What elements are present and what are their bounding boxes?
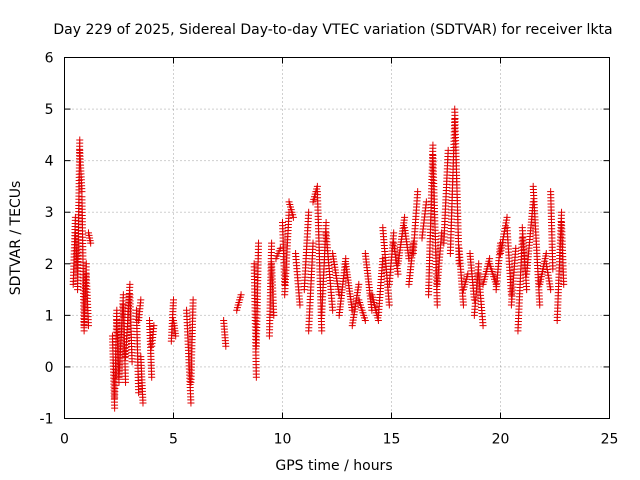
- data-point: [459, 301, 467, 309]
- data-point: [549, 265, 557, 273]
- data-point: [401, 213, 409, 221]
- data-point: [329, 306, 337, 314]
- data-point: [76, 136, 84, 144]
- data-point: [111, 404, 119, 412]
- data-point: [268, 239, 276, 247]
- data-point: [309, 239, 317, 247]
- data-point: [318, 327, 326, 335]
- data-point: [503, 213, 511, 221]
- data-point: [296, 301, 304, 309]
- data-point: [475, 260, 483, 268]
- grid-lines: [64, 57, 610, 419]
- x-tick-labels: 0 5 10 15 20 25: [60, 432, 618, 448]
- data-point: [429, 141, 437, 149]
- plot-frame: [64, 57, 610, 419]
- data-point: [289, 213, 297, 221]
- data-point: [148, 373, 156, 381]
- data-point: [172, 332, 180, 340]
- data-points: [69, 105, 568, 412]
- data-point: [560, 280, 568, 288]
- data-point: [414, 188, 422, 196]
- y-axis-label: SDTVAR / TECUs: [8, 181, 24, 296]
- data-point: [433, 301, 441, 309]
- data-point: [512, 244, 520, 252]
- data-point: [84, 322, 92, 330]
- x-tick-label: 15: [383, 432, 401, 448]
- x-tick-label: 10: [274, 432, 292, 448]
- x-tick-label: 5: [169, 432, 178, 448]
- y-tick-label: 0: [45, 360, 54, 376]
- x-axis-label: GPS time / hours: [275, 458, 392, 474]
- data-point: [82, 260, 90, 268]
- x-tick-label: 20: [492, 432, 510, 448]
- y-tick-label: 4: [45, 154, 54, 170]
- data-point: [355, 280, 363, 288]
- data-point: [126, 280, 134, 288]
- y-tick-label: 6: [45, 51, 54, 67]
- data-point: [189, 296, 197, 304]
- y-tick-label: -1: [40, 412, 54, 428]
- y-tick-labels: -1 0 1 2 3 4 5 6: [40, 51, 54, 428]
- data-point: [361, 317, 369, 325]
- data-point: [237, 291, 245, 299]
- data-point: [137, 296, 145, 304]
- y-tick-label: 1: [45, 308, 54, 324]
- data-point: [122, 378, 130, 386]
- x-tick-label: 0: [60, 432, 69, 448]
- data-point: [394, 270, 402, 278]
- data-point: [385, 301, 393, 309]
- y-tick-label: 3: [45, 205, 54, 221]
- data-point: [479, 322, 487, 330]
- data-point: [252, 373, 260, 381]
- data-point: [523, 286, 531, 294]
- data-point: [542, 249, 550, 257]
- chart-title: Day 229 of 2025, Sidereal Day-to-day VTE…: [53, 22, 612, 38]
- data-point: [255, 239, 263, 247]
- y-tick-label: 5: [45, 102, 54, 118]
- data-point: [558, 208, 566, 216]
- x-tick-label: 25: [601, 432, 619, 448]
- data-point: [305, 208, 313, 216]
- data-point: [547, 286, 555, 294]
- axis-ticks: [64, 57, 610, 419]
- data-point: [187, 399, 195, 407]
- data-point: [135, 389, 143, 397]
- data-point: [422, 198, 430, 206]
- y-tick-label: 2: [45, 257, 54, 273]
- data-point: [322, 219, 330, 227]
- data-point: [150, 322, 158, 330]
- data-point: [222, 342, 230, 350]
- data-point: [119, 291, 127, 299]
- data-point: [87, 239, 95, 247]
- data-point: [536, 301, 544, 309]
- data-point: [270, 311, 278, 319]
- data-point: [170, 296, 177, 304]
- data-point: [390, 229, 398, 237]
- data-point: [139, 399, 147, 407]
